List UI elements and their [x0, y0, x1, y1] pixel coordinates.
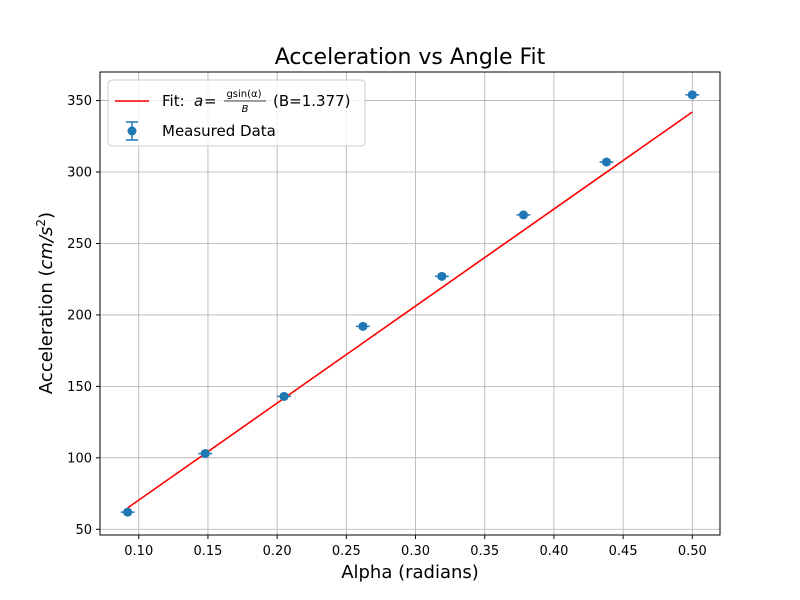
x-tick-label: 0.25	[332, 544, 361, 559]
legend-fit-numerator: gsin(α)	[226, 89, 261, 100]
legend-fit-param: (B=1.377)	[273, 92, 351, 110]
data-points-layer	[120, 90, 700, 517]
data-marker	[518, 210, 528, 220]
data-point	[120, 507, 135, 517]
x-tick-label: 0.35	[470, 544, 499, 559]
x-axis-title: Alpha (radians)	[341, 562, 479, 583]
x-axis-ticks: 0.10 0.15 0.20 0.25 0.30 0.35 0.40 0.45 0.50	[124, 535, 707, 559]
data-marker	[602, 157, 612, 167]
x-tick-label: 0.40	[539, 544, 568, 559]
y-axis-title-prefix: Acceleration (	[36, 269, 57, 394]
y-tick-label: 100	[67, 451, 92, 466]
legend-fit-equals: =	[204, 92, 217, 110]
legend-data-label: Measured Data	[162, 122, 276, 140]
data-point	[685, 90, 700, 100]
data-marker	[279, 391, 289, 401]
y-tick-label: 150	[67, 380, 92, 395]
data-marker	[437, 271, 447, 281]
fit-line-layer	[127, 111, 693, 509]
x-tick-label: 0.30	[401, 544, 430, 559]
x-tick-label: 0.20	[263, 544, 292, 559]
x-tick-label: 0.10	[124, 544, 153, 559]
legend: Fit: a = gsin(α) B (B=1.377) Measured Da…	[107, 79, 366, 147]
x-tick-label: 0.50	[678, 544, 707, 559]
data-marker	[687, 90, 697, 100]
data-point	[434, 271, 449, 281]
legend-fit-var: a	[194, 92, 203, 110]
legend-fit-denominator: B	[242, 104, 249, 115]
legend-box	[107, 79, 366, 147]
data-marker	[358, 321, 368, 331]
x-tick-label: 0.15	[193, 544, 222, 559]
y-tick-label: 300	[67, 166, 92, 181]
data-point	[599, 157, 614, 167]
data-point	[516, 210, 531, 220]
y-axis-title-unit-exponent: 2	[34, 219, 48, 227]
y-axis-title-unit: cm/s	[36, 227, 57, 270]
x-tick-label: 0.45	[609, 544, 638, 559]
plot-area-frame	[99, 71, 721, 536]
y-tick-label: 350	[67, 94, 92, 109]
y-axis-title-suffix: )	[36, 212, 57, 219]
grid-lines	[100, 72, 720, 535]
chart-title: Acceleration vs Angle Fit	[275, 45, 546, 70]
data-point	[198, 449, 213, 459]
y-tick-label: 50	[75, 523, 92, 538]
data-marker	[200, 449, 210, 459]
data-point	[356, 321, 370, 331]
y-axis-title: Acceleration (cm/s2)	[34, 212, 57, 394]
data-marker	[123, 507, 133, 517]
data-point	[277, 391, 291, 401]
y-tick-label: 250	[67, 237, 92, 252]
y-tick-label: 200	[67, 308, 92, 323]
legend-data-marker	[127, 126, 137, 136]
fit-line	[127, 111, 693, 509]
legend-fit-prefix: Fit:	[162, 92, 185, 110]
y-axis-ticks: 50 100 150 200 250 300 350	[67, 94, 100, 538]
